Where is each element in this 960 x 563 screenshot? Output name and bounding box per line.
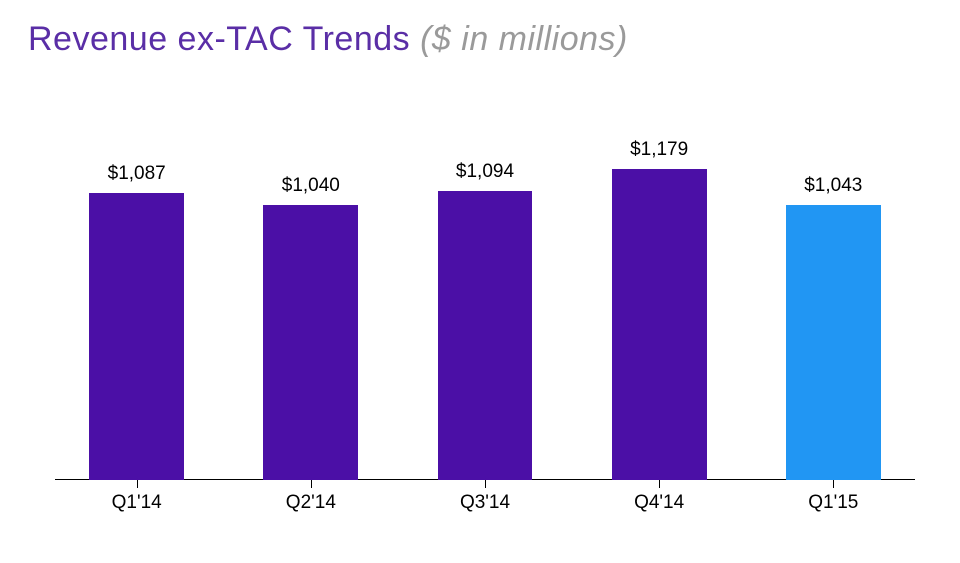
chart-bar-slot: $1,094 bbox=[403, 150, 566, 480]
slide-title: Revenue ex-TAC Trends ($ in millions) bbox=[28, 20, 628, 59]
chart-category-label: Q2'14 bbox=[286, 492, 336, 514]
chart-tick bbox=[833, 480, 834, 488]
chart-bar bbox=[786, 205, 881, 480]
chart-tick bbox=[137, 480, 138, 488]
chart-value-label: $1,043 bbox=[752, 175, 915, 197]
title-subtitle: ($ in millions) bbox=[420, 20, 628, 58]
chart-bar-slot: $1,043 bbox=[752, 150, 915, 480]
chart-category-label: Q4'14 bbox=[634, 492, 684, 514]
chart-bar bbox=[89, 193, 184, 480]
chart-category-label: Q1'14 bbox=[112, 492, 162, 514]
chart-bar-slot: $1,040 bbox=[229, 150, 392, 480]
chart-category-label: Q1'15 bbox=[808, 492, 858, 514]
chart-bar bbox=[612, 169, 707, 480]
chart-x-axis: Q1'14Q2'14Q3'14Q4'14Q1'15 bbox=[55, 480, 915, 510]
chart-bar-slot: $1,179 bbox=[577, 150, 740, 480]
chart-value-label: $1,087 bbox=[55, 163, 218, 185]
chart-bar-slot: $1,087 bbox=[55, 150, 218, 480]
chart-value-label: $1,179 bbox=[577, 139, 740, 161]
chart-category-label: Q3'14 bbox=[460, 492, 510, 514]
chart-tick bbox=[659, 480, 660, 488]
chart-bar bbox=[438, 191, 533, 480]
chart-tick bbox=[311, 480, 312, 488]
revenue-chart: $1,087 $1,040 $1,094 $1,179 $1,043 Q1'14Q2'1… bbox=[55, 150, 915, 510]
title-main: Revenue ex-TAC Trends bbox=[28, 20, 420, 58]
chart-bar bbox=[263, 205, 358, 480]
chart-value-label: $1,040 bbox=[229, 175, 392, 197]
chart-plot-area: $1,087 $1,040 $1,094 $1,179 $1,043 bbox=[55, 150, 915, 480]
chart-tick bbox=[485, 480, 486, 488]
chart-value-label: $1,094 bbox=[403, 161, 566, 183]
slide: Revenue ex-TAC Trends ($ in millions) $1… bbox=[0, 0, 960, 563]
